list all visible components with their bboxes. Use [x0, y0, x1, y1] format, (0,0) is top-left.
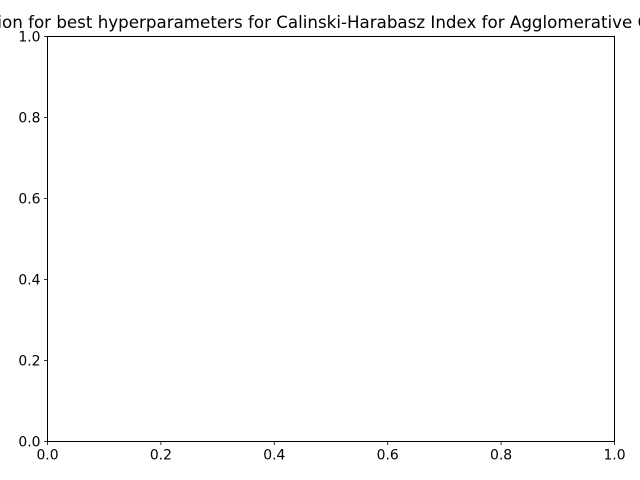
- y-axis-ticks: 0.0 0.2 0.4 0.6 0.8 1.0: [18, 30, 48, 451]
- y-tick-label: 0.4: [18, 273, 40, 289]
- x-tick-label: 0.4: [263, 448, 285, 464]
- y-tick-label: 1.0: [18, 30, 40, 46]
- x-axis-ticks: 0.0 0.2 0.4 0.6 0.8 1.0: [36, 441, 626, 464]
- x-tick-label: 0.2: [150, 448, 172, 464]
- x-tick-label: 1.0: [603, 448, 625, 464]
- y-tick-label: 0.6: [18, 192, 40, 208]
- x-tick-label: 0.6: [377, 448, 399, 464]
- y-tick-label: 0.2: [18, 354, 40, 370]
- plot-area-frame: [47, 36, 615, 442]
- y-tick-label: 0.0: [18, 435, 40, 451]
- x-tick-label: 0.0: [36, 448, 58, 464]
- chart-title: Visualization for best hyperparameters f…: [0, 12, 640, 32]
- x-tick-label: 0.8: [490, 448, 512, 464]
- y-tick-label: 0.8: [18, 111, 40, 127]
